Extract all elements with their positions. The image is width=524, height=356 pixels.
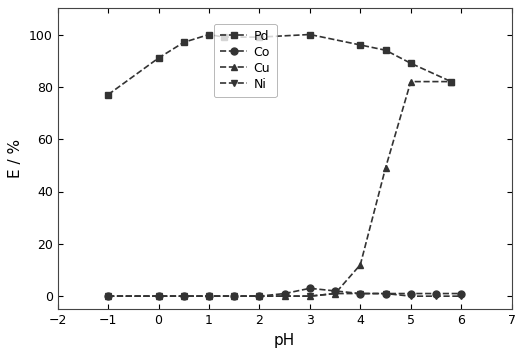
Co [357,292,364,296]
Pd [408,61,414,66]
Pd [256,35,263,39]
Ni [433,294,439,298]
Ni [357,292,364,296]
Pd [448,79,454,84]
Ni [307,294,313,298]
Line: Ni: Ni [105,290,465,300]
Pd [357,43,364,47]
Cu [206,294,212,298]
Line: Co: Co [105,285,465,300]
Line: Cu: Cu [105,78,455,300]
Ni [408,294,414,298]
Line: Pd: Pd [105,31,455,98]
Pd [307,32,313,37]
Co [458,292,464,296]
Cu [181,294,187,298]
Pd [181,40,187,44]
Cu [231,294,237,298]
Co [383,292,389,296]
Cu [332,292,338,296]
Co [408,292,414,296]
Pd [105,93,111,97]
Cu [281,294,288,298]
Pd [206,32,212,37]
Ni [231,294,237,298]
Ni [281,294,288,298]
Ni [458,294,464,298]
Ni [332,292,338,296]
Ni [383,292,389,296]
Cu [448,79,454,84]
Pd [221,35,227,39]
Co [105,294,111,298]
Ni [105,294,111,298]
Co [181,294,187,298]
Cu [383,166,389,170]
Co [231,294,237,298]
Legend: Pd, Co, Cu, Ni: Pd, Co, Cu, Ni [214,23,277,98]
Ni [206,294,212,298]
Co [256,294,263,298]
Cu [307,294,313,298]
Cu [408,79,414,84]
Cu [105,294,111,298]
Co [281,292,288,296]
Pd [383,48,389,52]
Co [332,289,338,293]
Ni [156,294,162,298]
Cu [156,294,162,298]
Ni [181,294,187,298]
Cu [357,263,364,267]
Cu [256,294,263,298]
Y-axis label: E / %: E / % [8,139,24,178]
Co [156,294,162,298]
Co [433,292,439,296]
X-axis label: pH: pH [274,333,295,348]
Co [206,294,212,298]
Co [307,286,313,290]
Ni [256,294,263,298]
Pd [156,56,162,60]
